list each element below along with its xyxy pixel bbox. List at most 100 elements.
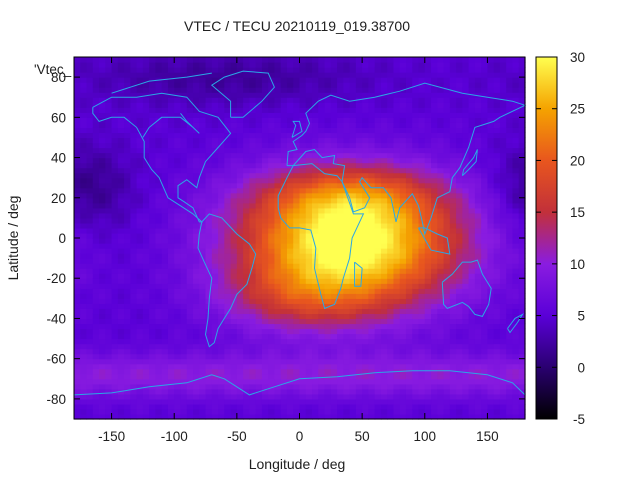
heatmap-cell: [437, 243, 445, 249]
heatmap-cell: [74, 298, 81, 304]
heatmap-cell: [86, 187, 94, 194]
heatmap-cell: [493, 388, 501, 395]
heatmap-cell: [99, 398, 106, 405]
heatmap-cell: [92, 313, 100, 320]
heatmap-cell: [443, 97, 451, 103]
heatmap-cell: [293, 82, 301, 88]
heatmap-cell: [468, 62, 476, 68]
heatmap-cell: [456, 308, 463, 315]
heatmap-cell: [92, 293, 100, 299]
heatmap-cell: [193, 67, 200, 73]
heatmap-cell: [412, 152, 420, 159]
heatmap-cell: [274, 207, 282, 214]
heatmap-cell: [374, 298, 382, 304]
heatmap-cell: [180, 162, 188, 169]
heatmap-cell: [92, 137, 100, 144]
heatmap-cell: [330, 207, 338, 214]
heatmap-cell: [211, 258, 219, 264]
heatmap-cell: [117, 107, 125, 113]
heatmap-cell: [268, 72, 276, 78]
heatmap-cell: [374, 363, 382, 370]
heatmap-cell: [167, 408, 175, 415]
heatmap-cell: [155, 313, 163, 320]
heatmap-cell: [393, 413, 401, 420]
heatmap-cell: [443, 92, 451, 98]
heatmap-cell: [167, 368, 175, 375]
heatmap-cell: [405, 358, 413, 365]
heatmap-cell: [330, 97, 338, 103]
heatmap-cell: [399, 62, 407, 68]
heatmap-cell: [255, 303, 263, 309]
heatmap-cell: [449, 177, 457, 184]
heatmap-cell: [261, 182, 269, 189]
heatmap-cell: [261, 122, 269, 128]
heatmap-cell: [499, 217, 507, 224]
heatmap-cell: [437, 117, 445, 123]
heatmap-cell: [318, 102, 326, 108]
heatmap-cell: [487, 338, 495, 345]
heatmap-cell: [380, 177, 388, 184]
heatmap-cell: [456, 383, 463, 390]
heatmap-cell: [274, 137, 282, 144]
heatmap-cell: [405, 308, 413, 315]
heatmap-cell: [456, 137, 463, 144]
heatmap-cell: [274, 368, 282, 375]
heatmap-cell: [312, 278, 319, 284]
heatmap-cell: [142, 248, 150, 254]
heatmap-cell: [211, 57, 219, 63]
heatmap-cell: [280, 348, 288, 355]
heatmap-cell: [167, 122, 175, 128]
heatmap-cell: [380, 343, 388, 350]
heatmap-cell: [149, 62, 157, 68]
heatmap-cell: [124, 97, 131, 103]
heatmap-cell: [86, 142, 94, 149]
heatmap-cell: [456, 408, 463, 415]
heatmap-cell: [211, 348, 219, 355]
heatmap-cell: [174, 67, 182, 73]
heatmap-cell: [286, 172, 294, 179]
heatmap-cell: [374, 383, 382, 390]
heatmap-cell: [437, 182, 445, 189]
heatmap-cell: [155, 293, 163, 299]
heatmap-cell: [249, 232, 257, 239]
heatmap-cell: [493, 187, 501, 194]
heatmap-cell: [174, 388, 182, 395]
heatmap-cell: [418, 243, 426, 249]
heatmap-cell: [236, 97, 244, 103]
heatmap-cell: [224, 122, 232, 128]
heatmap-cell: [412, 112, 420, 118]
heatmap-cell: [99, 238, 106, 244]
heatmap-cell: [393, 112, 401, 118]
heatmap-cell: [136, 72, 144, 78]
heatmap-cell: [230, 338, 238, 345]
heatmap-cell: [387, 77, 395, 83]
heatmap-cell: [387, 248, 395, 254]
heatmap-cell: [299, 413, 307, 420]
heatmap-cell: [412, 278, 420, 284]
heatmap-cell: [330, 117, 338, 123]
heatmap-cell: [286, 107, 294, 113]
heatmap-cell: [474, 363, 482, 370]
heatmap-cell: [368, 343, 376, 350]
heatmap-cell: [186, 217, 194, 224]
heatmap-cell: [124, 318, 131, 325]
heatmap-cell: [355, 162, 363, 169]
heatmap-cell: [374, 283, 382, 289]
heatmap-cell: [349, 248, 357, 254]
heatmap-cell: [142, 72, 150, 78]
heatmap-cell: [155, 243, 163, 249]
heatmap-cell: [105, 313, 113, 320]
heatmap-cell: [431, 197, 438, 204]
heatmap-cell: [449, 67, 457, 73]
heatmap-cell: [86, 192, 94, 199]
heatmap-cell: [368, 303, 376, 309]
heatmap-cell: [105, 398, 113, 405]
heatmap-cell: [236, 72, 244, 78]
heatmap-cell: [468, 102, 476, 108]
heatmap-cell: [180, 248, 188, 254]
heatmap-cell: [218, 202, 225, 209]
heatmap-cell: [261, 398, 269, 405]
heatmap-cell: [324, 142, 332, 149]
heatmap-cell: [218, 97, 225, 103]
heatmap-cell: [174, 258, 182, 264]
